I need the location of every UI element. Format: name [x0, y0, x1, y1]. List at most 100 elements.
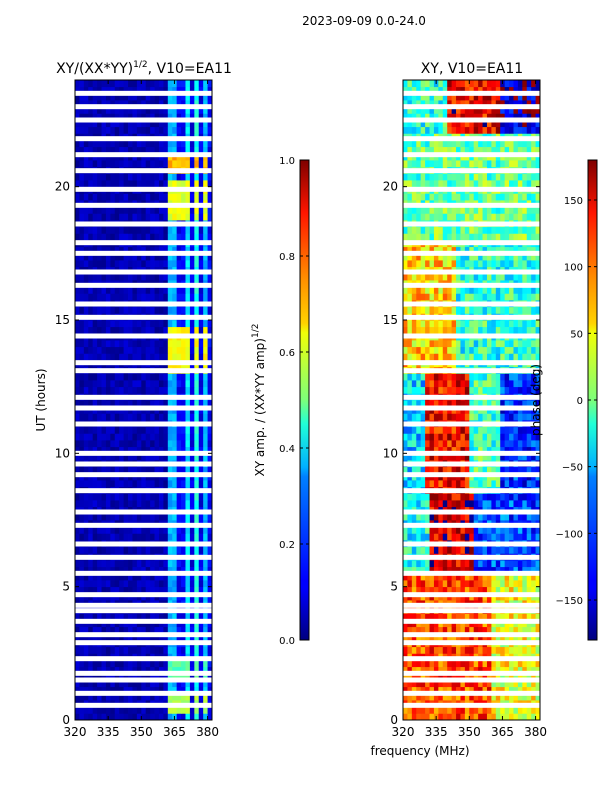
amp-heatmap-cell: [114, 173, 120, 181]
phase-heatmap-cell: [403, 386, 408, 394]
phase-heatmap-cell: [416, 346, 422, 354]
amp-heatmap-cell: [172, 513, 178, 521]
amp-heatmap-cell: [176, 433, 182, 441]
phase-heatmap-cell: [486, 613, 492, 621]
amp-heatmap-cell: [83, 706, 89, 714]
phase-heatmap-cell: [535, 400, 541, 408]
amp-heatmap-cell: [88, 260, 94, 268]
phase-heatmap-cell: [500, 546, 506, 554]
amp-heatmap-cell: [172, 400, 178, 408]
amp-heatmap-cell: [97, 660, 102, 668]
amp-heatmap-cell: [198, 573, 204, 581]
amp-heatmap-cell: [132, 446, 138, 454]
amp-heatmap-cell: [75, 453, 80, 461]
amp-heatmap-cell: [163, 146, 169, 154]
phase-heatmap-cell: [526, 673, 532, 681]
amp-heatmap-cell: [88, 226, 94, 234]
phase-heatmap-cell: [478, 446, 483, 454]
phase-heatmap-cell: [416, 446, 422, 454]
phase-heatmap-cell: [464, 526, 470, 534]
amp-heatmap-cell: [75, 120, 80, 128]
phase-heatmap-cell: [433, 660, 439, 668]
phase-heatmap-cell: [456, 346, 461, 354]
amp-heatmap-cell: [189, 226, 195, 234]
amp-heatmap-cell: [141, 500, 147, 508]
amp-heatmap-cell: [181, 80, 186, 88]
amp-heatmap-cell: [119, 440, 125, 448]
amp-heatmap-cell: [145, 573, 151, 581]
amp-heatmap-cell: [185, 206, 191, 214]
amp-heatmap-cell: [167, 386, 173, 394]
amp-flagged-row: [75, 221, 212, 227]
amp-heatmap-cell: [141, 526, 147, 534]
amp-heatmap-cell: [141, 213, 147, 221]
phase-heatmap-cell: [411, 613, 417, 621]
phase-heatmap-cell: [517, 693, 523, 701]
amp-heatmap-cell: [158, 400, 164, 408]
amp-heatmap-cell: [185, 400, 191, 408]
phase-heatmap-cell: [535, 433, 541, 441]
phase-heatmap-cell: [411, 580, 417, 588]
phase-heatmap-cell: [425, 713, 430, 721]
amp-heatmap-cell: [194, 273, 200, 281]
amp-heatmap-cell: [123, 453, 129, 461]
phase-heatmap-cell: [420, 713, 426, 721]
amp-heatmap-cell: [110, 113, 116, 121]
amp-heatmap-cell: [79, 80, 85, 88]
phase-heatmap-cell: [416, 660, 422, 668]
amp-heatmap-cell: [189, 93, 195, 101]
amp-heatmap-cell: [83, 613, 89, 621]
amp-heatmap-cell: [189, 400, 195, 408]
amp-heatmap-cell: [97, 480, 102, 488]
phase-heatmap-cell: [416, 493, 422, 501]
amp-heatmap-cell: [83, 466, 89, 474]
amp-heatmap-cell: [132, 380, 138, 388]
phase-heatmap-cell: [469, 573, 475, 581]
phase-heatmap-cell: [456, 340, 461, 348]
phase-heatmap-cell: [478, 493, 483, 501]
amp-heatmap-cell: [75, 706, 80, 714]
amp-heatmap-cell: [83, 513, 89, 521]
phase-heatmap-cell: [517, 500, 523, 508]
amp-heatmap-cell: [181, 106, 186, 114]
amp-heatmap-cell: [105, 400, 111, 408]
amp-heatmap-cell: [198, 560, 204, 568]
amp-heatmap-cell: [154, 533, 160, 541]
amp-heatmap-cell: [207, 426, 213, 434]
amp-heatmap-cell: [92, 120, 98, 128]
amp-heatmap-cell: [203, 353, 208, 361]
amp-heatmap-cell: [128, 466, 133, 474]
phase-heatmap-cell: [531, 466, 536, 474]
amp-heatmap-cell: [75, 226, 80, 234]
phase-heatmap-cell: [509, 626, 514, 634]
phase-heatmap-cell: [535, 660, 541, 668]
amp-heatmap-cell: [101, 646, 107, 654]
amp-heatmap-cell: [101, 426, 107, 434]
phase-heatmap-cell: [451, 493, 457, 501]
amp-heatmap-cell: [83, 586, 89, 594]
amp-heatmap-cell: [198, 113, 204, 121]
amp-heatmap-cell: [79, 326, 85, 334]
phase-heatmap-cell: [491, 573, 497, 581]
amp-heatmap-cell: [88, 546, 94, 554]
amp-heatmap-cell: [145, 326, 151, 334]
phase-heatmap-cell: [433, 546, 439, 554]
amp-heatmap-cell: [132, 120, 138, 128]
phase-heatmap-cell: [420, 560, 426, 568]
phase-heatmap-cell: [407, 680, 413, 688]
amp-heatmap-cell: [97, 400, 102, 408]
amp-heatmap-cell: [150, 706, 155, 714]
amp-heatmap-cell: [92, 686, 98, 694]
amp-heatmap-cell: [101, 480, 107, 488]
phase-heatmap-cell: [500, 453, 506, 461]
amp-heatmap-cell: [150, 260, 155, 268]
amp-heatmap-cell: [92, 440, 98, 448]
phase-heatmap-cell: [517, 706, 523, 714]
amp-heatmap-cell: [150, 113, 155, 121]
amp-heatmap-cell: [185, 693, 191, 701]
phase-heatmap-cell: [504, 426, 510, 434]
amp-heatmap-cell: [97, 293, 102, 301]
phase-heatmap-cell: [513, 480, 519, 488]
amp-heatmap-cell: [194, 140, 200, 148]
phase-heatmap-cell: [442, 293, 448, 301]
